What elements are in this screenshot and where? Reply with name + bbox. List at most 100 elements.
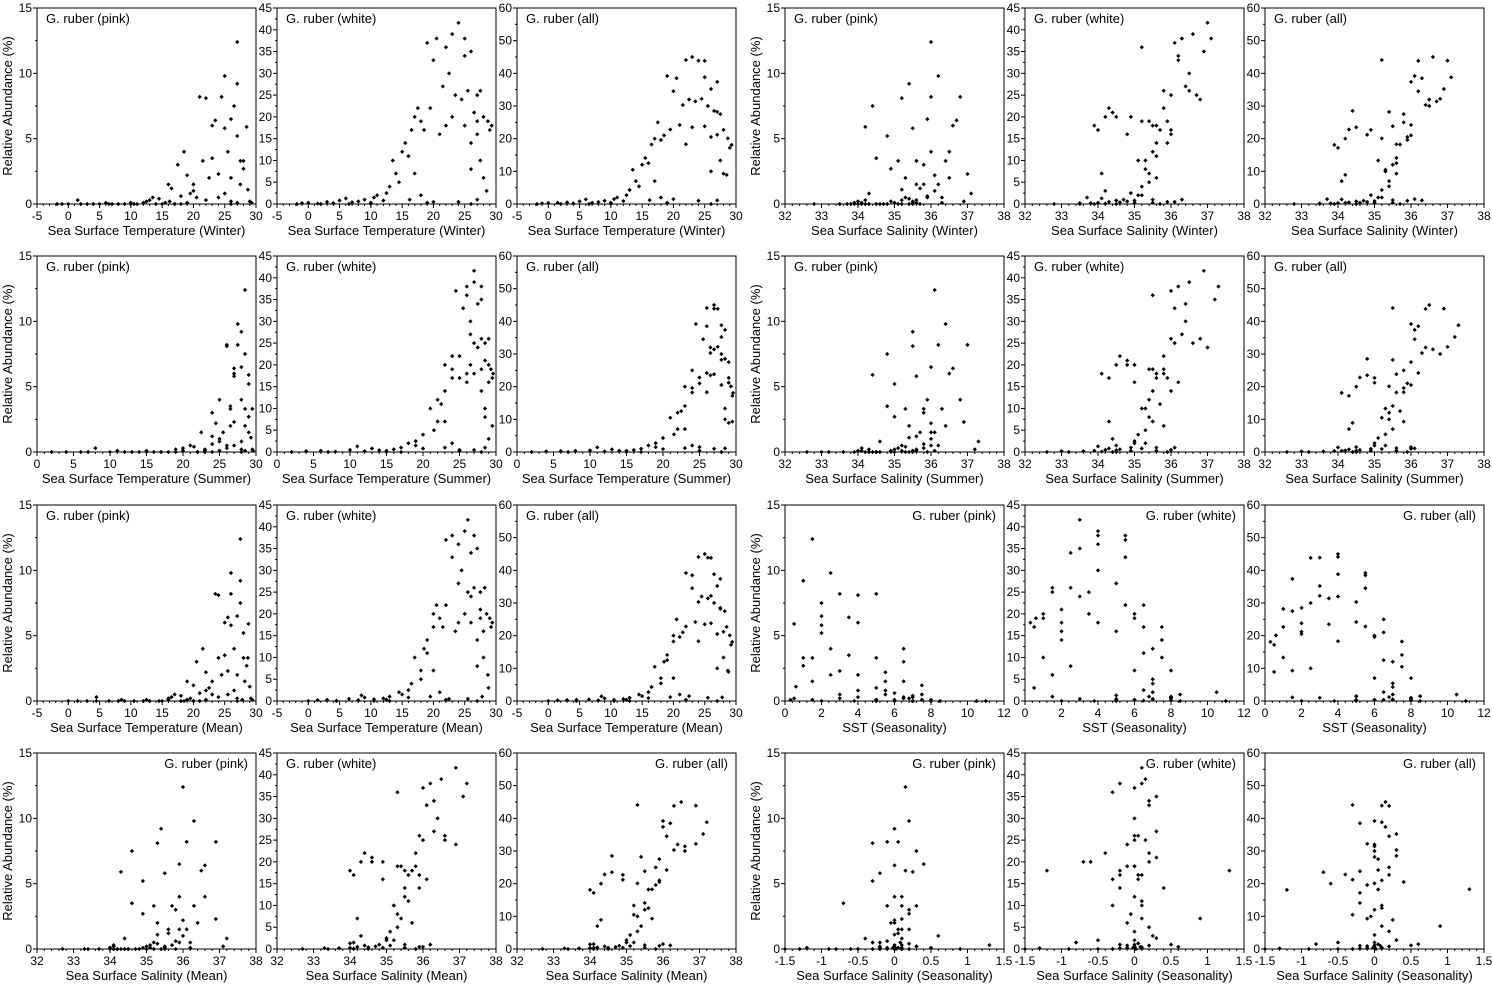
data-point: [708, 373, 713, 378]
data-point: [1308, 555, 1313, 561]
x-tick-label: 37: [1201, 457, 1215, 471]
x-tick-label: 33: [1055, 209, 1069, 223]
data-point: [490, 375, 495, 381]
data-point: [471, 371, 477, 376]
data-point: [216, 694, 221, 700]
x-tick-label: 37: [1201, 209, 1215, 223]
data-point: [318, 201, 323, 207]
data-point: [153, 201, 159, 207]
data-point: [711, 302, 717, 308]
data-point: [412, 114, 417, 120]
data-point: [1095, 200, 1101, 205]
data-point: [421, 646, 427, 651]
data-point: [217, 439, 222, 444]
data-point: [690, 368, 695, 373]
species-label: G. ruber (all): [526, 11, 599, 26]
data-point: [969, 191, 974, 196]
data-point: [1073, 940, 1079, 945]
data-point: [866, 447, 872, 452]
data-point: [1139, 898, 1144, 904]
data-point: [1379, 820, 1384, 825]
x-tick-label: 0: [1022, 706, 1029, 720]
data-point: [730, 419, 735, 424]
data-point: [1372, 940, 1377, 945]
data-point: [200, 646, 205, 651]
data-point: [424, 877, 429, 882]
data-point: [437, 690, 442, 695]
data-point: [810, 697, 815, 702]
data-point: [1190, 32, 1196, 37]
data-point: [1139, 119, 1144, 124]
data-point: [660, 435, 666, 441]
data-point: [715, 583, 720, 589]
plot-frame: [784, 7, 1005, 205]
x-tick-label: 20: [667, 706, 681, 720]
data-point: [1379, 195, 1384, 200]
data-point: [486, 336, 491, 341]
x-tick-label: 36: [176, 954, 190, 968]
y-tick-label: 30: [499, 99, 513, 113]
data-point: [413, 443, 418, 448]
data-point: [627, 187, 632, 193]
species-label: G. ruber (white): [286, 11, 376, 26]
data-point: [1190, 340, 1196, 346]
x-tick-label: 15: [635, 706, 649, 720]
y-tick-label: 20: [499, 132, 513, 146]
data-point: [633, 179, 639, 184]
data-point: [453, 629, 458, 634]
data-point: [718, 576, 723, 581]
data-point: [852, 698, 857, 704]
data-point: [1099, 371, 1104, 376]
data-point: [896, 445, 901, 451]
data-point: [134, 201, 140, 207]
y-tick-label: 45: [259, 498, 273, 512]
y-tick-label: 10: [1007, 650, 1021, 664]
data-point: [1041, 616, 1046, 621]
x-tick-label: 35: [1368, 209, 1382, 223]
data-point: [387, 694, 392, 699]
data-point: [906, 818, 912, 824]
data-point: [1390, 692, 1395, 697]
data-point: [462, 123, 467, 128]
data-point: [1357, 821, 1363, 826]
y-tick-label: 5: [1013, 672, 1020, 686]
data-point: [680, 102, 685, 108]
data-point: [1132, 816, 1137, 821]
data-point: [85, 946, 91, 952]
data-point: [1368, 127, 1373, 132]
y-tick-label: 50: [499, 282, 513, 296]
data-point: [106, 201, 112, 207]
data-point: [1172, 340, 1177, 346]
data-point: [1368, 448, 1373, 453]
data-point: [1354, 697, 1359, 702]
data-point: [471, 110, 477, 115]
data-point: [222, 191, 227, 196]
data-point: [715, 109, 720, 115]
x-tick-label: 36: [924, 209, 938, 223]
data-point: [151, 946, 156, 952]
data-point: [184, 839, 189, 844]
data-point: [728, 384, 734, 389]
data-point: [855, 694, 861, 700]
data-point: [380, 877, 385, 882]
data-point: [892, 381, 897, 387]
data-point: [1343, 872, 1348, 877]
data-point: [1372, 375, 1377, 380]
data-point: [482, 340, 488, 346]
y-tick-label: 60: [1247, 746, 1261, 760]
data-point: [1041, 611, 1046, 617]
y-tick-label: 20: [1247, 380, 1261, 394]
data-point: [395, 912, 400, 917]
data-point: [1321, 449, 1326, 454]
data-point: [1408, 695, 1414, 701]
data-point: [896, 158, 901, 164]
x-tick-label: 34: [343, 954, 357, 968]
data-point: [1168, 388, 1174, 394]
data-point: [1381, 658, 1386, 663]
data-point: [643, 155, 648, 161]
data-point: [658, 195, 664, 200]
y-tick-label: 30: [1007, 66, 1021, 80]
data-point: [919, 697, 924, 702]
data-point: [708, 201, 714, 207]
